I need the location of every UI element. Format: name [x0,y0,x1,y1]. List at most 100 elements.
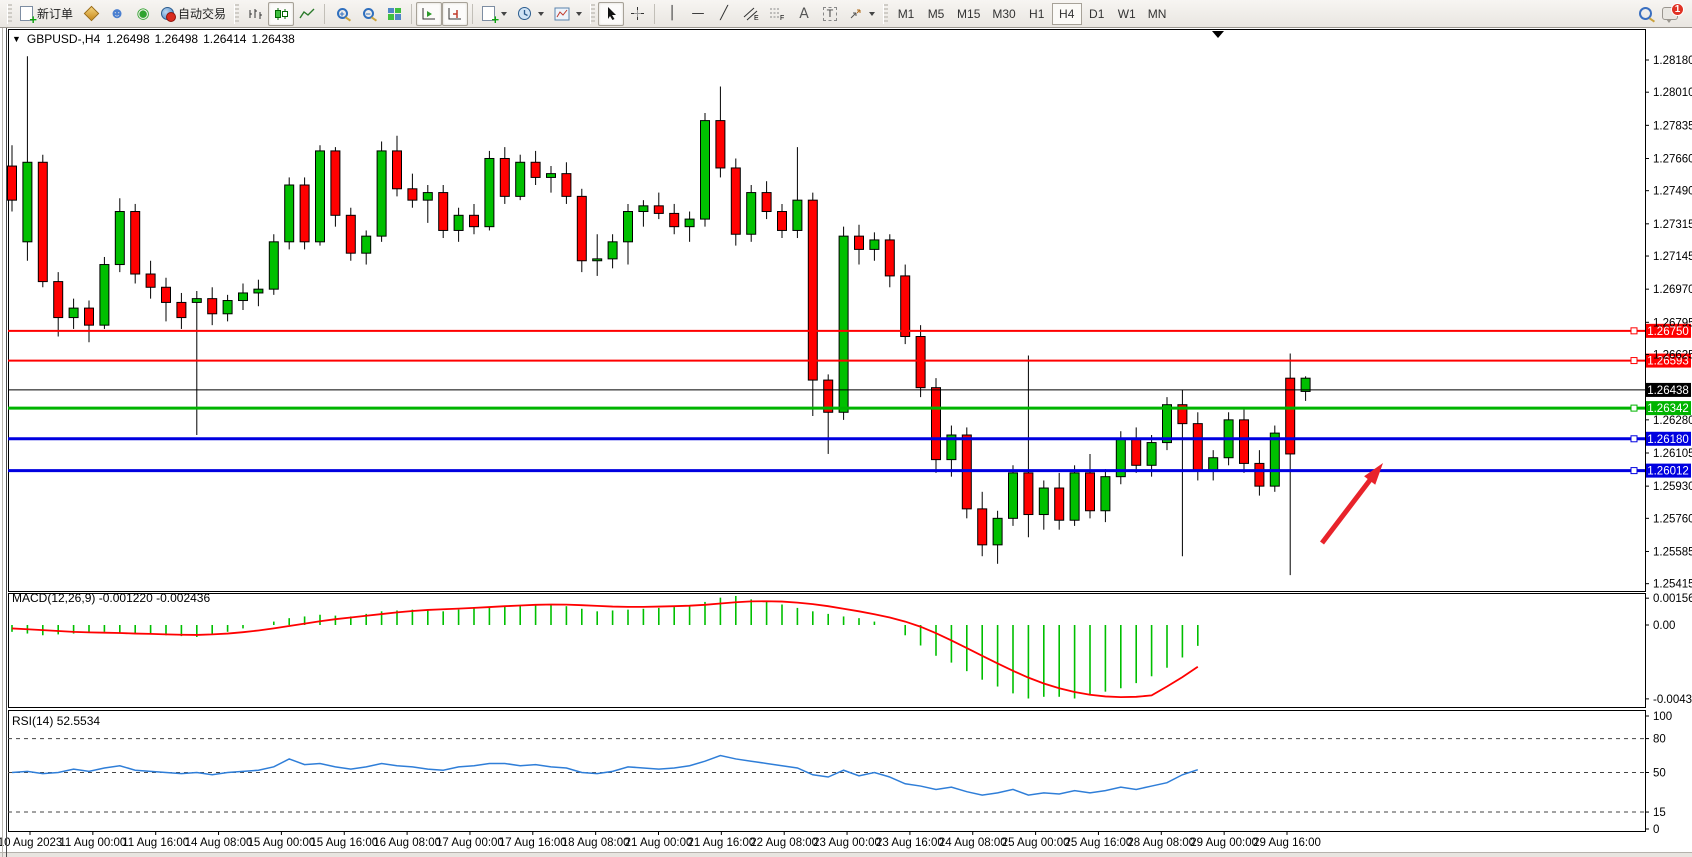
metaeditor-button[interactable] [78,2,104,26]
close-value: 1.26438 [251,32,295,46]
svg-text:1.25930: 1.25930 [1653,481,1692,493]
price-tag-1.26012 [1646,463,1691,478]
channel-tool-button[interactable]: E [737,2,764,26]
price-axis[interactable]: 1.28180 1.28010 1.27835 1.27660 1.27490 1.273… [1645,55,1692,591]
trendline-icon: ╱ [720,6,728,21]
notification-badge: 1 [1671,3,1684,16]
timeframe-button-m1[interactable]: M1 [897,6,915,21]
new-order-button[interactable]: 新订单 [15,2,78,26]
status-strip [0,852,1692,857]
time-axis-label: 14 Aug 08:00 [184,837,253,849]
timeframe-button-d1[interactable]: D1 [1089,6,1105,21]
indicators-button[interactable] [477,2,512,26]
dropdown-caret-icon [538,11,545,16]
high-value: 1.26498 [154,32,199,46]
auto-scroll-icon [422,7,436,19]
collapse-triangle-icon[interactable]: ▼ [12,34,21,44]
svg-text:1.28180: 1.28180 [1653,55,1692,67]
rsi-value: 52.5534 [56,714,101,728]
fibonacci-tool-button[interactable]: F [764,2,791,26]
svg-text:1.27145: 1.27145 [1653,251,1692,263]
svg-text:E: E [754,15,759,21]
svg-text:0.00: 0.00 [1653,620,1675,632]
tile-windows-icon [387,7,401,20]
search-icon[interactable] [1639,7,1652,20]
rsi-line [11,754,1199,796]
bar-chart-button[interactable] [242,2,268,26]
time-axis-label: 11 Aug 16:00 [122,837,190,849]
price-chart[interactable]: 1.26750 1.26593 1.26438 1.26342 1.26180 1.260… [0,28,1692,857]
svg-text:1.26593: 1.26593 [1647,356,1689,368]
time-axis-label: 15 Aug 16:00 [310,837,379,849]
horizontal-line-icon: — [691,6,705,21]
open-value: 1.26498 [106,32,150,46]
cursor-button[interactable] [598,1,625,26]
periods-button[interactable] [512,2,549,26]
vertical-line-tool-button[interactable]: │ [659,2,685,26]
hline-handle[interactable] [1630,404,1638,412]
timeframe-button-w1[interactable]: W1 [1117,6,1136,21]
hline-handle[interactable] [1630,357,1638,365]
arrows-icon [850,9,861,18]
macd-indicator-label: MACD(12,26,9) -0.001220 -0.002436 [12,591,211,605]
horizontal-lines[interactable]: 1.26750 1.26593 1.26438 1.26342 1.26180 1.260… [8,323,1691,478]
zoom-out-button[interactable]: − [355,2,381,26]
autotrading-globe-icon [161,7,177,22]
timeframe-button-h1[interactable]: H1 [1029,6,1045,21]
toolbar-separator [654,3,656,24]
chart-object-marker-icon [1212,31,1224,38]
new-order-label: 新订单 [37,7,74,21]
horizontal-line-tool-button[interactable]: — [685,2,711,26]
tile-windows-button[interactable] [381,2,407,26]
price-tag-1.26180 [1646,431,1691,446]
dropdown-caret-icon [869,11,876,16]
arrows-tool-button[interactable] [843,2,880,26]
notifications-icon[interactable]: 1 [1662,3,1684,23]
chart-shift-icon [448,7,462,19]
clock-icon [518,7,532,20]
zoom-in-button[interactable]: + [329,2,355,26]
time-axis-label: 18 Aug 08:00 [561,837,630,849]
macd-signal-value: -0.002436 [156,591,211,605]
hline-handle[interactable] [1630,327,1638,335]
auto-scroll-button[interactable] [416,1,443,26]
text-label-icon: T [822,6,838,21]
time-axis-label: 28 Aug 08:00 [1127,837,1196,849]
zoom-out-icon: − [362,8,374,19]
timeframe-button-m5[interactable]: M5 [927,6,945,21]
trend-arrow-annotation[interactable] [1320,463,1383,545]
chart-shift-button[interactable] [442,1,469,26]
crosshair-button[interactable] [624,2,650,26]
timeframe-button-h4[interactable]: H4 [1051,2,1082,25]
price-tag-1.26342 [1646,401,1691,416]
hline-handle[interactable] [1630,435,1638,443]
time-axis-label: 16 Aug 08:00 [373,837,441,849]
rsi-axis: 100 80 50 15 0 [1645,711,1672,836]
ohlc-readout: 1.26498 1.26498 1.26414 1.26438 [106,32,295,46]
signals-button[interactable]: ◉ [130,2,156,26]
zoom-in-icon: + [336,8,348,19]
templates-button[interactable] [549,2,587,26]
price-tag-1.26438 [1646,382,1691,397]
svg-text:1.25585: 1.25585 [1653,546,1692,558]
trendline-tool-button[interactable]: ╱ [711,2,737,26]
time-axis[interactable]: 10 Aug 2023 11 Aug 00:00 11 Aug 16:00 14 Au… [0,834,1692,852]
toolbar-grip [7,3,12,24]
svg-text:1.27490: 1.27490 [1653,186,1692,198]
autotrading-button[interactable]: 自动交易 [156,2,231,26]
metaeditor-icon [83,5,99,22]
community-button[interactable]: ☻ [104,2,130,26]
new-order-icon [20,6,37,26]
label-tool-button[interactable]: T [817,2,843,26]
hline-handle[interactable] [1630,467,1638,475]
timeframe-button-m15[interactable]: M15 [957,6,981,21]
low-value: 1.26414 [203,32,247,46]
timeframe-button-m30[interactable]: M30 [992,6,1016,21]
text-tool-button[interactable]: A [791,2,817,26]
toolbar-separator [324,3,326,24]
community-person-icon: ☻ [109,5,125,22]
line-chart-button[interactable] [294,2,320,26]
timeframe-button-mn[interactable]: MN [1147,6,1167,21]
candlestick-chart-button[interactable] [268,1,295,26]
